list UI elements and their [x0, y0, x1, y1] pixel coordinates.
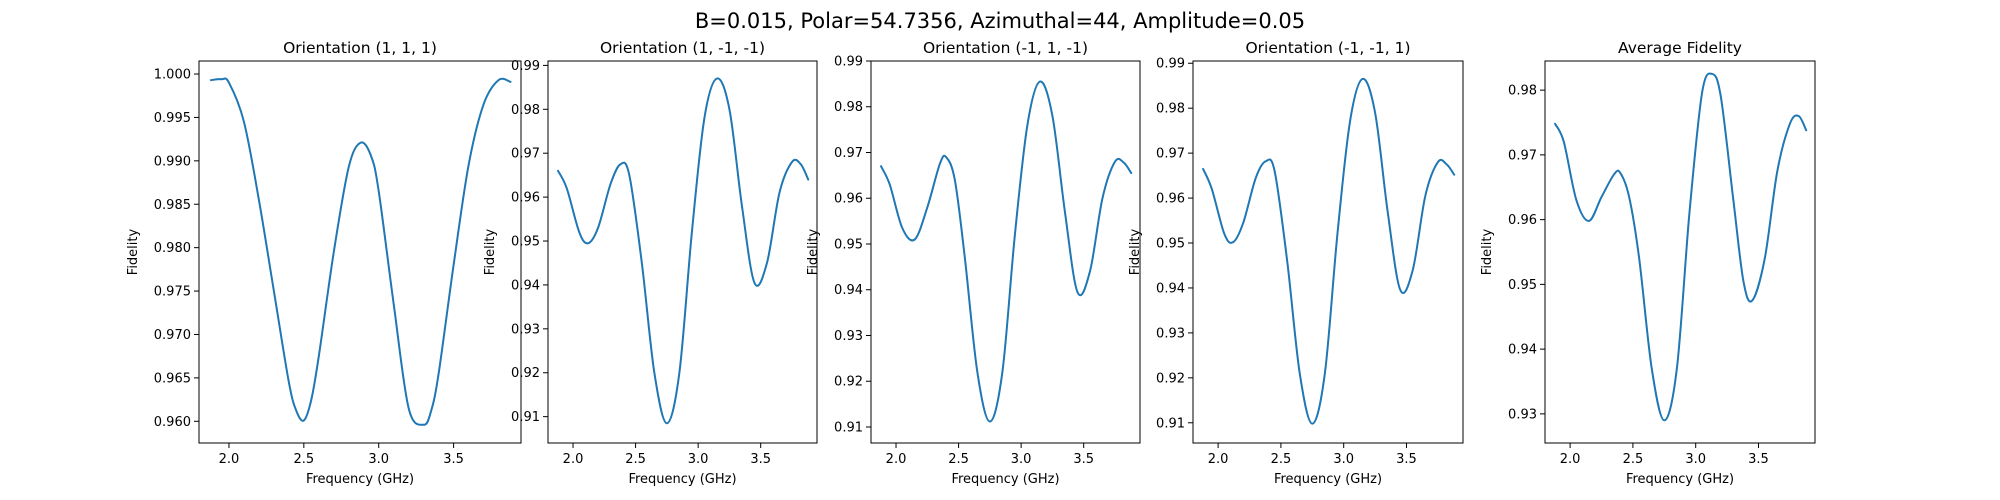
- y-tick-label: 0.99: [834, 55, 863, 70]
- y-axis-label: Fidelity: [1128, 228, 1143, 275]
- x-tick-label: 2.5: [948, 452, 969, 467]
- y-tick-label: 1.000: [154, 68, 191, 83]
- subplot-4: Orientation (-1, -1, 1) 2.0 2.5 3.0 3.5 0.91 0…: [1128, 39, 1464, 487]
- y-tick-label: 0.92: [1156, 371, 1185, 386]
- subplot-5: Average Fidelity 2.0 2.5 3.0 3.5 0.93 0.94 0.95…: [1480, 39, 1816, 487]
- fidelity-line-series: [1202, 77, 1456, 425]
- y-tick-label: 0.92: [834, 375, 863, 390]
- y-axis-label: Fidelity: [126, 228, 141, 275]
- y-tick-label: 0.96: [1156, 192, 1185, 207]
- y-tick-label: 0.97: [1156, 147, 1185, 162]
- y-tick-label: 0.95: [511, 235, 540, 250]
- subplot-title: Orientation (1, 1, 1): [283, 39, 437, 57]
- y-tick-label: 0.98: [1508, 84, 1537, 99]
- x-tick-label: 3.0: [688, 452, 709, 467]
- y-axis-label: Fidelity: [483, 228, 498, 275]
- fidelity-line-series: [557, 77, 810, 425]
- axes-frame: [198, 60, 522, 444]
- y-tick-label: 0.98: [1156, 102, 1185, 117]
- subplot-title: Average Fidelity: [1618, 39, 1742, 57]
- y-tick-label: 0.970: [154, 328, 191, 343]
- x-tick-label: 3.0: [368, 452, 389, 467]
- y-tick-label: 0.91: [511, 410, 540, 425]
- x-tick-label: 3.5: [1396, 452, 1417, 467]
- y-tick-label: 0.980: [154, 241, 191, 256]
- y-tick-label: 0.98: [511, 103, 540, 118]
- y-tick-label: 0.91: [1156, 416, 1185, 431]
- y-tick-label: 0.995: [154, 111, 191, 126]
- y-tick-label: 0.95: [1508, 278, 1537, 293]
- y-tick-label: 0.990: [154, 154, 191, 169]
- y-tick-label: 0.93: [511, 322, 540, 337]
- x-tick-label: 3.5: [1748, 452, 1769, 467]
- x-tick-label: 3.5: [443, 452, 464, 467]
- y-tick-label: 0.94: [1156, 281, 1185, 296]
- subplot-title: Orientation (1, -1, -1): [600, 39, 765, 57]
- x-axis-label: Frequency (GHz): [306, 472, 414, 487]
- x-axis-label: Frequency (GHz): [951, 472, 1059, 487]
- axes-frame: [547, 60, 818, 444]
- x-tick-label: 2.0: [1208, 452, 1229, 467]
- y-tick-label: 0.92: [511, 366, 540, 381]
- x-tick-label: 2.0: [1560, 452, 1581, 467]
- subplot-1: Orientation (1, 1, 1) 2.0 2.5 3.0 3.5 0.960 0.…: [126, 39, 522, 487]
- subplot-grid: Orientation (1, 1, 1) 2.0 2.5 3.0 3.5 0.960 0.…: [126, 39, 1816, 487]
- y-tick-label: 0.96: [1508, 213, 1537, 228]
- x-tick-label: 2.0: [563, 452, 584, 467]
- y-tick-label: 0.960: [154, 415, 191, 430]
- x-tick-label: 2.5: [1623, 452, 1644, 467]
- y-tick-label: 0.975: [154, 285, 191, 300]
- x-tick-label: 3.0: [1011, 452, 1032, 467]
- x-tick-label: 2.0: [886, 452, 907, 467]
- subplot-2: Orientation (1, -1, -1) 2.0 2.5 3.0 3.5 0.91 0…: [483, 39, 818, 487]
- y-tick-label: 0.95: [834, 237, 863, 252]
- subplot-3: Orientation (-1, 1, -1) 2.0 2.5 3.0 3.5 0.91 0…: [806, 39, 1141, 487]
- figure-suptitle: B=0.015, Polar=54.7356, Azimuthal=44, Am…: [695, 9, 1305, 33]
- y-tick-label: 0.96: [511, 191, 540, 206]
- y-tick-label: 0.93: [834, 329, 863, 344]
- y-tick-label: 0.99: [511, 59, 540, 74]
- y-tick-label: 0.985: [154, 198, 191, 213]
- axes-frame: [1544, 60, 1816, 444]
- x-tick-label: 2.5: [293, 452, 314, 467]
- x-axis-label: Frequency (GHz): [1626, 472, 1734, 487]
- subplot-title: Orientation (-1, 1, -1): [923, 39, 1088, 57]
- subplot-title: Orientation (-1, -1, 1): [1245, 39, 1410, 57]
- x-tick-label: 3.5: [1073, 452, 1094, 467]
- fidelity-line-series: [1554, 72, 1808, 422]
- x-tick-label: 3.0: [1685, 452, 1706, 467]
- y-tick-label: 0.96: [834, 192, 863, 207]
- x-tick-label: 3.5: [750, 452, 771, 467]
- y-tick-label: 0.97: [511, 147, 540, 162]
- axes-frame: [1192, 60, 1464, 444]
- axes-frame: [870, 60, 1141, 444]
- y-tick-label: 0.965: [154, 371, 191, 386]
- x-tick-label: 2.0: [219, 452, 240, 467]
- fidelity-line-series: [880, 80, 1133, 423]
- y-tick-label: 0.94: [511, 278, 540, 293]
- y-axis-label: Fidelity: [806, 228, 821, 275]
- y-tick-label: 0.98: [834, 100, 863, 115]
- y-tick-label: 0.97: [1508, 148, 1537, 163]
- x-tick-label: 2.5: [1271, 452, 1292, 467]
- y-tick-label: 0.93: [1508, 407, 1537, 422]
- y-tick-label: 0.91: [834, 420, 863, 435]
- y-tick-label: 0.99: [1156, 57, 1185, 72]
- y-tick-label: 0.95: [1156, 237, 1185, 252]
- x-axis-label: Frequency (GHz): [628, 472, 736, 487]
- y-tick-label: 0.97: [834, 146, 863, 161]
- y-tick-label: 0.94: [834, 283, 863, 298]
- x-axis-label: Frequency (GHz): [1274, 472, 1382, 487]
- y-tick-label: 0.93: [1156, 326, 1185, 341]
- y-axis-label: Fidelity: [1480, 228, 1495, 275]
- x-tick-label: 3.0: [1333, 452, 1354, 467]
- fidelity-line-series: [209, 77, 512, 426]
- x-tick-label: 2.5: [625, 452, 646, 467]
- y-tick-label: 0.94: [1508, 343, 1537, 358]
